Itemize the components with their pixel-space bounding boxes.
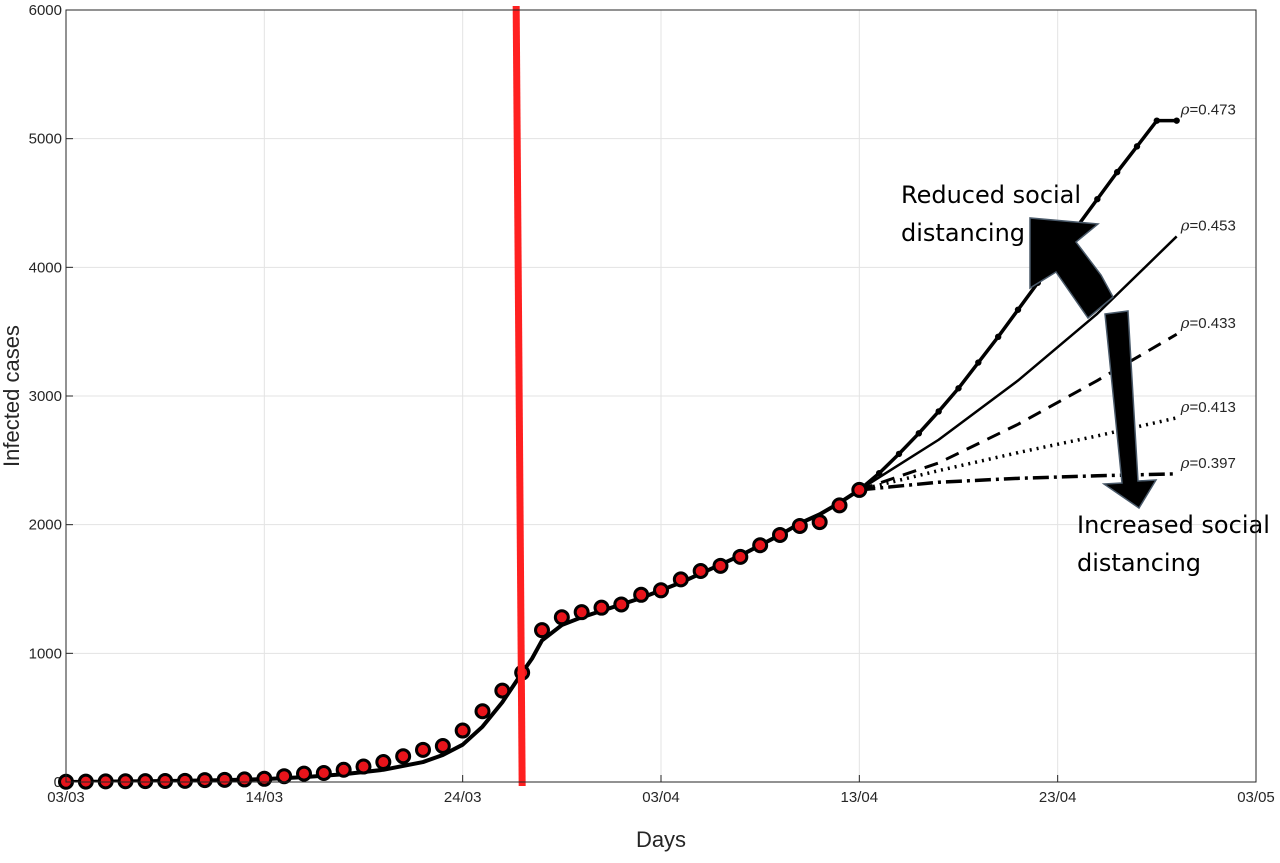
y-tick-label: 3000 [29, 388, 62, 405]
observed-point [732, 548, 749, 565]
projection-point [955, 385, 962, 392]
annotation-increased-line2: distancing [1077, 549, 1201, 577]
y-tick-label: 5000 [29, 131, 62, 148]
arrow-down-icon [1101, 310, 1158, 510]
observed-point [236, 771, 253, 788]
observed-point [375, 754, 392, 771]
projection-point [1153, 117, 1161, 124]
observed-point [157, 772, 174, 789]
observed-point [395, 748, 412, 765]
x-tick-label: 24/03 [444, 789, 482, 806]
projection-point [875, 470, 883, 477]
observed-point [256, 770, 273, 787]
intervention-line [512, 5, 526, 787]
observed-point [534, 622, 550, 639]
projection-point [1133, 143, 1141, 150]
observed-point [434, 737, 451, 754]
annotation-increased-line1: Increased social [1077, 511, 1270, 539]
observed-point [177, 772, 193, 789]
series-label: ρ=0.453 [1180, 216, 1236, 234]
y-tick-label: 6000 [29, 2, 62, 19]
x-tick-label: 03/04 [642, 789, 680, 806]
x-tick-label: 03/05 [1237, 789, 1275, 806]
observed-point [752, 537, 769, 554]
y-tick-label: 2000 [29, 517, 62, 534]
observed-point [474, 703, 491, 720]
observed-point [355, 758, 372, 775]
x-axis-ticks: 03/03 14/03 24/03 03/04 13/04 23/04 03/05 [47, 775, 1275, 806]
observed-point [811, 514, 828, 531]
observed-point [216, 771, 233, 788]
observed-points [58, 481, 868, 790]
projection-point [895, 450, 903, 458]
projection-point [935, 408, 942, 415]
projection-point [975, 359, 982, 366]
annotation-reduced-line2: distancing [901, 219, 1025, 247]
observed-point [97, 773, 114, 790]
series-label: ρ=0.473 [1180, 101, 1236, 119]
observed-point [791, 517, 808, 534]
series-label: ρ=0.433 [1180, 314, 1236, 332]
observed-point [593, 599, 610, 616]
projection-line-1 [858, 235, 1178, 491]
observed-point [494, 682, 511, 699]
observed-point [692, 562, 709, 579]
x-tick-label: 03/03 [47, 789, 85, 806]
observed-point [772, 526, 788, 543]
observed-point [613, 596, 630, 613]
series-label: ρ=0.413 [1180, 398, 1236, 416]
plot-frame [65, 9, 1257, 783]
observed-point [712, 557, 729, 574]
observed-point [296, 765, 312, 782]
annotation-reduced-line1: Reduced social [901, 181, 1081, 209]
x-axis-title: Days [636, 827, 686, 852]
observed-point [672, 571, 689, 588]
observed-point [653, 582, 669, 599]
observed-point [454, 722, 471, 739]
observed-point [137, 773, 154, 790]
observed-point [633, 586, 650, 603]
projection-line-3 [858, 416, 1178, 492]
y-tick-label: 0 [54, 774, 62, 791]
observed-point [196, 772, 213, 789]
observed-point [831, 497, 848, 514]
y-axis-title: Infected cases [0, 325, 24, 467]
y-tick-label: 4000 [29, 259, 62, 276]
observed-point [117, 773, 134, 790]
y-axis-ticks: 0 1000 2000 3000 4000 5000 6000 [29, 2, 73, 791]
projection-point [915, 430, 923, 437]
intervention-marker [512, 5, 526, 787]
x-tick-label: 23/04 [1039, 789, 1077, 806]
projection-point [1094, 195, 1101, 203]
y-tick-label: 1000 [29, 645, 62, 662]
projection-line-2 [858, 332, 1178, 492]
x-tick-label: 14/03 [246, 789, 284, 806]
projection-point [1113, 168, 1121, 176]
series-label: ρ=0.397 [1180, 454, 1236, 472]
projection-point [1014, 306, 1022, 313]
observed-point [276, 768, 293, 785]
observed-point [335, 761, 352, 778]
arrow-up-icon [1029, 217, 1114, 320]
observed-point [315, 764, 332, 781]
projection-point [1173, 117, 1180, 124]
observed-point [415, 741, 431, 758]
observed-point [553, 609, 570, 626]
projection-point [994, 333, 1002, 341]
observed-point [851, 481, 868, 498]
x-tick-label: 13/04 [841, 789, 879, 806]
observed-point [573, 604, 590, 621]
